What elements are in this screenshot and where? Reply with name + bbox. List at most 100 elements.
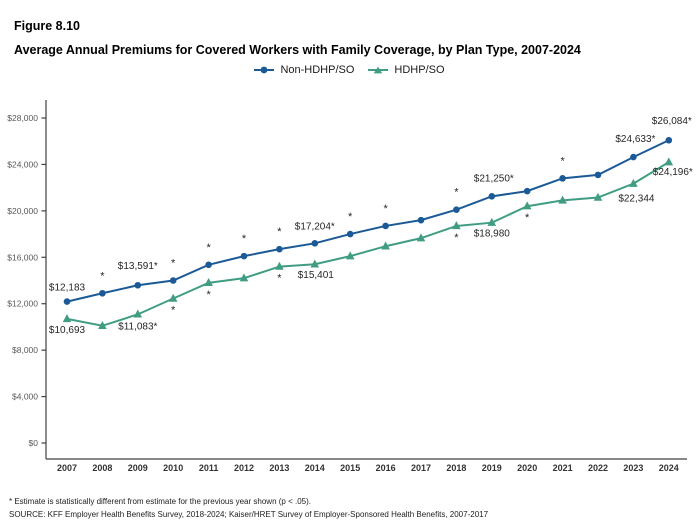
legend-label: HDHP/SO xyxy=(394,64,445,76)
significance-asterisk: * xyxy=(277,226,282,238)
page-title: Average Annual Premiums for Covered Work… xyxy=(14,43,581,57)
data-point-non-hdhp-so xyxy=(523,187,531,195)
data-point-hdhp-so xyxy=(487,217,497,226)
data-point-hdhp-so xyxy=(452,221,461,230)
data-label: $13,591* xyxy=(118,261,158,272)
y-axis-tick-label: $16,000 xyxy=(7,252,38,262)
x-axis-tick-label: 2024 xyxy=(659,463,679,473)
significance-asterisk: * xyxy=(560,155,565,167)
data-point-non-hdhp-so xyxy=(205,261,212,269)
data-point-non-hdhp-so xyxy=(594,171,602,179)
data-point-non-hdhp-so xyxy=(346,230,354,238)
legend-item-non-hdhp-so: Non-HDHP/SO xyxy=(253,64,354,76)
significance-asterisk: * xyxy=(383,203,388,215)
data-point-hdhp-so xyxy=(522,201,532,210)
data-point-non-hdhp-so xyxy=(134,281,142,289)
data-label: $24,633* xyxy=(615,134,655,145)
x-axis-tick-label: 2019 xyxy=(482,463,502,473)
x-axis-tick-label: 2013 xyxy=(269,463,289,473)
significance-asterisk: * xyxy=(348,211,353,223)
y-axis-tick-label: $0 xyxy=(29,438,39,448)
x-axis-tick-label: 2014 xyxy=(305,463,325,473)
significance-asterisk: * xyxy=(206,242,211,254)
data-label: $10,693 xyxy=(49,325,86,336)
data-point-hdhp-so xyxy=(416,233,426,242)
line-triangle-marker-icon xyxy=(368,66,389,74)
y-axis-tick-label: $28,000 xyxy=(7,113,38,123)
significance-asterisk: * xyxy=(454,232,459,244)
significance-asterisk: * xyxy=(525,212,530,224)
y-axis-tick-label: $8,000 xyxy=(12,345,38,355)
data-point-non-hdhp-so xyxy=(417,216,425,224)
data-point-hdhp-so xyxy=(239,273,249,282)
x-axis-tick-label: 2022 xyxy=(588,463,608,473)
footnote-source: SOURCE: KFF Employer Health Benefits Sur… xyxy=(9,509,489,519)
series-line-hdhp-so xyxy=(66,161,670,327)
data-point-hdhp-so xyxy=(62,314,72,323)
x-axis-tick-label: 2012 xyxy=(234,463,254,473)
x-axis-tick-label: 2010 xyxy=(163,463,183,473)
y-axis-tick-label: $4,000 xyxy=(12,392,38,402)
x-axis-tick-label: 2023 xyxy=(623,463,643,473)
legend: Non-HDHP/SO HDHP/SO xyxy=(0,64,698,76)
y-axis-tick-label: $20,000 xyxy=(7,206,38,216)
significance-asterisk: * xyxy=(171,258,176,270)
data-point-non-hdhp-so xyxy=(63,298,71,305)
y-axis-tick-label: $24,000 xyxy=(7,159,38,169)
title-block: Figure 8.10 Average Annual Premiums for … xyxy=(14,19,581,57)
data-point-non-hdhp-so xyxy=(382,222,389,230)
significance-asterisk: * xyxy=(242,233,247,245)
x-axis-tick-label: 2017 xyxy=(411,463,431,473)
significance-asterisk: * xyxy=(171,304,176,316)
data-point-non-hdhp-so xyxy=(630,153,637,161)
data-label: $24,196* xyxy=(653,167,693,178)
data-point-non-hdhp-so xyxy=(665,136,673,144)
data-point-hdhp-so xyxy=(664,157,674,166)
data-point-hdhp-so xyxy=(133,309,143,318)
data-point-hdhp-so xyxy=(98,320,107,329)
data-label: $21,250* xyxy=(474,173,514,184)
data-label: $26,084* xyxy=(652,116,692,127)
x-axis-tick-label: 2018 xyxy=(446,463,466,473)
data-point-hdhp-so xyxy=(558,195,567,204)
data-label: $18,980 xyxy=(474,229,511,240)
legend-item-hdhp-so: HDHP/SO xyxy=(367,64,445,76)
significance-asterisk: * xyxy=(277,273,282,285)
significance-asterisk: * xyxy=(454,187,459,199)
data-label: $15,401 xyxy=(298,270,335,281)
x-axis-tick-label: 2020 xyxy=(517,463,537,473)
significance-asterisk: * xyxy=(100,270,105,282)
data-point-hdhp-so xyxy=(629,178,638,187)
footnote-significance: * Estimate is statistically different fr… xyxy=(9,497,311,506)
y-axis-tick-label: $12,000 xyxy=(7,299,38,309)
data-point-hdhp-so xyxy=(310,259,320,268)
data-point-non-hdhp-so xyxy=(240,252,248,260)
data-point-non-hdhp-so xyxy=(169,277,177,284)
data-label: $17,204* xyxy=(295,221,335,232)
data-point-hdhp-so xyxy=(275,261,284,270)
data-label: $12,183 xyxy=(49,283,86,294)
x-axis-tick-label: 2008 xyxy=(92,463,112,473)
data-point-non-hdhp-so xyxy=(453,206,460,213)
data-point-non-hdhp-so xyxy=(276,245,283,253)
x-axis-tick-label: 2015 xyxy=(340,463,360,473)
figure-number: Figure 8.10 xyxy=(14,19,80,33)
data-label: $11,083* xyxy=(118,321,157,332)
data-point-non-hdhp-so xyxy=(488,193,496,200)
data-point-hdhp-so xyxy=(168,293,178,302)
data-label: $22,344 xyxy=(618,194,655,205)
data-point-hdhp-so xyxy=(345,251,355,260)
footnotes: * Estimate is statistically different fr… xyxy=(9,496,488,521)
series-line-non-hdhp-so xyxy=(66,139,670,303)
significance-asterisk: * xyxy=(206,289,211,301)
x-axis-tick-label: 2021 xyxy=(553,463,573,473)
line-circle-marker-icon xyxy=(254,66,275,74)
data-point-hdhp-so xyxy=(204,278,213,287)
x-axis-tick-label: 2007 xyxy=(57,463,77,473)
legend-label: Non-HDHP/SO xyxy=(280,64,355,76)
data-point-non-hdhp-so xyxy=(559,175,566,182)
data-point-non-hdhp-so xyxy=(99,289,106,297)
data-point-hdhp-so xyxy=(381,241,390,250)
